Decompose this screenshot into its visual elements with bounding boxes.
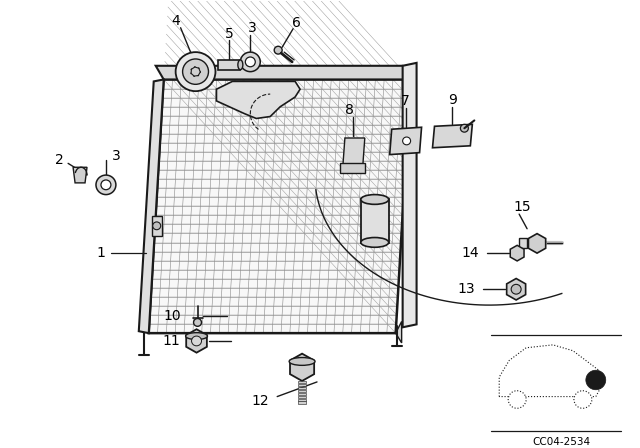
Ellipse shape — [186, 333, 207, 340]
Bar — [361, 199, 388, 243]
Circle shape — [403, 137, 411, 145]
Circle shape — [508, 391, 526, 408]
Text: 14: 14 — [461, 246, 479, 260]
Circle shape — [511, 284, 521, 294]
Ellipse shape — [361, 237, 388, 247]
Text: 7: 7 — [401, 94, 410, 108]
Bar — [298, 381, 306, 383]
Bar — [298, 401, 306, 404]
Polygon shape — [390, 127, 422, 155]
Bar — [298, 390, 306, 392]
Text: 11: 11 — [163, 334, 180, 348]
Text: 1: 1 — [97, 246, 106, 260]
Polygon shape — [433, 125, 472, 148]
Text: 15: 15 — [513, 200, 531, 214]
Bar — [298, 399, 306, 401]
Polygon shape — [156, 66, 411, 79]
Polygon shape — [507, 279, 525, 300]
Text: 3: 3 — [248, 21, 257, 35]
Circle shape — [274, 46, 282, 54]
Polygon shape — [148, 79, 411, 333]
Circle shape — [153, 222, 161, 230]
Circle shape — [182, 59, 209, 84]
Bar — [298, 392, 306, 395]
Circle shape — [175, 52, 216, 91]
Polygon shape — [290, 353, 314, 381]
Bar — [298, 387, 306, 389]
Bar — [298, 384, 306, 386]
Text: 2: 2 — [55, 153, 63, 168]
Text: CC04-2534: CC04-2534 — [532, 437, 590, 448]
Polygon shape — [216, 82, 300, 118]
Circle shape — [191, 336, 202, 346]
Text: 8: 8 — [346, 103, 355, 116]
Text: 6: 6 — [292, 16, 301, 30]
Bar — [218, 60, 241, 70]
Circle shape — [101, 180, 111, 190]
Polygon shape — [139, 79, 164, 333]
Text: 13: 13 — [458, 282, 476, 296]
Circle shape — [586, 370, 605, 390]
Ellipse shape — [361, 194, 388, 204]
Text: 12: 12 — [252, 394, 269, 409]
Circle shape — [245, 57, 255, 67]
Polygon shape — [396, 321, 402, 343]
Text: 3: 3 — [111, 149, 120, 163]
Polygon shape — [403, 63, 417, 327]
Polygon shape — [186, 329, 207, 353]
Polygon shape — [529, 233, 546, 253]
Bar — [519, 238, 527, 248]
Text: 10: 10 — [164, 309, 182, 323]
Polygon shape — [340, 164, 365, 173]
Ellipse shape — [289, 358, 315, 366]
Bar — [298, 396, 306, 398]
Ellipse shape — [238, 60, 243, 70]
Polygon shape — [152, 216, 162, 236]
Circle shape — [241, 52, 260, 72]
Circle shape — [193, 319, 202, 326]
Circle shape — [96, 175, 116, 194]
Circle shape — [460, 125, 468, 132]
Polygon shape — [343, 138, 365, 165]
Polygon shape — [510, 246, 524, 261]
Text: 9: 9 — [448, 93, 457, 107]
Circle shape — [574, 391, 592, 408]
Polygon shape — [73, 167, 87, 183]
Text: 4: 4 — [172, 14, 180, 28]
Text: 5: 5 — [225, 26, 234, 41]
